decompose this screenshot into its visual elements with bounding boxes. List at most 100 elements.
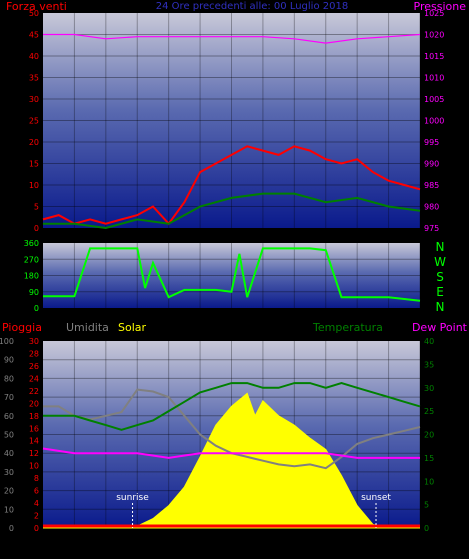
wind-x-tick-label: 22 <box>383 233 394 243</box>
solar-x-tick-label: 08 <box>163 539 175 549</box>
direction-tick-label: 180 <box>24 272 39 281</box>
compass-letters: N W S E N <box>434 240 446 314</box>
wind-tick-label: 45 <box>29 31 39 40</box>
solar-x-tick-label: 00 <box>414 539 426 549</box>
rain-tick-label: 4 <box>34 499 39 508</box>
pressure-tick-label: 985 <box>424 181 439 190</box>
humidity-axis-title: Umidita <box>66 321 109 334</box>
humidity-tick-label: 10 <box>4 505 14 514</box>
wind-axis-title: Forza venti <box>6 0 67 13</box>
compass-n-top: N <box>436 240 445 254</box>
solar-area <box>43 392 420 529</box>
direction-series <box>43 247 421 302</box>
pressure-axis-title: Pressione <box>414 0 467 13</box>
pressure-tick-label: 990 <box>424 160 439 169</box>
solar-x-tick-label: 06 <box>132 539 144 549</box>
rain-tick-label: 2 <box>34 512 39 521</box>
pressure-tick-label: 1025 <box>424 9 444 18</box>
wind-tick-label: 30 <box>29 95 39 104</box>
wind-pressure-plot-area <box>43 13 420 228</box>
wind-x-tick-label: 18 <box>320 233 332 243</box>
pressure-tick-label: 1010 <box>424 74 444 83</box>
compass-s: S <box>436 270 444 284</box>
humidity-tick-label: 60 <box>4 412 14 421</box>
pressure-tick-label: 980 <box>424 203 439 212</box>
chart-caption: 24 Ore precedenti alle: 00 Luglio 2018 <box>156 1 348 12</box>
wind-direction-line <box>43 247 421 302</box>
wind-tick-label: 25 <box>29 117 39 126</box>
wind-tick-label: 40 <box>29 52 39 61</box>
rain-tick-label: 0 <box>34 524 39 533</box>
temperature-tick-label: 0 <box>424 524 429 533</box>
wind-x-tick-label: 04 <box>100 233 112 243</box>
rain-tick-label: 30 <box>29 337 39 346</box>
rain-tick-label: 16 <box>29 424 39 433</box>
humidity-tick-label: 0 <box>9 524 14 533</box>
pressure-tick-label: 1020 <box>424 31 444 40</box>
direction-tick-label: 90 <box>29 288 39 297</box>
pressure-tick-label: 995 <box>424 138 439 147</box>
wind-x-tick-label: 14 <box>257 233 269 243</box>
wind-x-tick-label: 08 <box>163 233 175 243</box>
wind-axes: 0510152025303540455097598098599099510001… <box>29 9 445 243</box>
humidity-tick-label: 90 <box>4 356 14 365</box>
solar-x-tick-label: 04 <box>100 539 112 549</box>
wind-x-tick-label: 16 <box>289 233 301 243</box>
wind-x-tick-label: 20 <box>351 233 363 243</box>
compass-e: E <box>436 285 444 299</box>
temperature-tick-label: 40 <box>424 337 434 346</box>
wind-x-tick-label: 00 <box>414 233 426 243</box>
direction-tick-label: 0 <box>34 304 39 313</box>
sunset-label: sunset <box>361 493 391 503</box>
humidity-tick-label: 80 <box>4 374 14 383</box>
temperature-tick-label: 35 <box>424 360 434 369</box>
wind-tick-label: 10 <box>29 181 39 190</box>
rain-tick-label: 18 <box>29 412 39 421</box>
dew-point-line <box>42 447 420 459</box>
wind-grid <box>43 13 421 228</box>
solar-temp-series <box>42 382 421 529</box>
dewpoint-axis-title: Dew Point <box>412 321 468 334</box>
rain-tick-label: 6 <box>34 487 39 496</box>
wind-tick-label: 20 <box>29 138 39 147</box>
wind-x-tick-label: 10 <box>194 233 206 243</box>
solar-x-tick-label: 14 <box>257 539 269 549</box>
wind-series <box>42 33 421 230</box>
temperature-line <box>43 382 421 431</box>
rain-tick-label: 22 <box>29 387 39 396</box>
humidity-tick-label: 70 <box>4 393 14 402</box>
solar-x-tick-label: 18 <box>320 539 332 549</box>
solar-x-tick-label: 12 <box>226 539 237 549</box>
compass-w: W <box>434 255 446 269</box>
direction-tick-label: 270 <box>24 255 39 264</box>
rain-tick-label: 14 <box>29 437 39 446</box>
rain-tick-label: 20 <box>29 399 39 408</box>
wind-average-line <box>43 192 421 230</box>
temperature-axis-title: Temperatura <box>312 321 383 334</box>
humidity-tick-label: 100 <box>0 337 14 346</box>
direction-tick-label: 360 <box>24 239 39 248</box>
solar-x-tick-label: 10 <box>194 539 206 549</box>
temperature-tick-label: 5 <box>424 501 429 510</box>
temperature-tick-label: 30 <box>424 384 434 393</box>
humidity-tick-label: 50 <box>4 431 14 440</box>
solar-x-tick-label: 02 <box>69 539 80 549</box>
rain-tick-label: 24 <box>29 374 39 383</box>
sunrise-label: sunrise <box>116 493 149 503</box>
rain-axis-title: Pioggia <box>2 321 42 334</box>
direction-axes: 0 90 180 270 360 <box>24 239 39 313</box>
wind-tick-label: 5 <box>34 203 39 212</box>
temperature-tick-label: 25 <box>424 407 434 416</box>
pressure-tick-label: 1005 <box>424 95 444 104</box>
wind-tick-label: 15 <box>29 160 39 169</box>
wind-x-tick-label: 12 <box>226 233 237 243</box>
rain-tick-label: 10 <box>29 462 39 471</box>
wind-tick-label: 0 <box>34 224 39 233</box>
pressure-tick-label: 1015 <box>424 52 444 61</box>
pressure-tick-label: 1000 <box>424 117 444 126</box>
pressure-tick-label: 975 <box>424 224 439 233</box>
wind-x-tick-label: 06 <box>132 233 144 243</box>
solar-axis-title: Solar <box>118 321 147 334</box>
